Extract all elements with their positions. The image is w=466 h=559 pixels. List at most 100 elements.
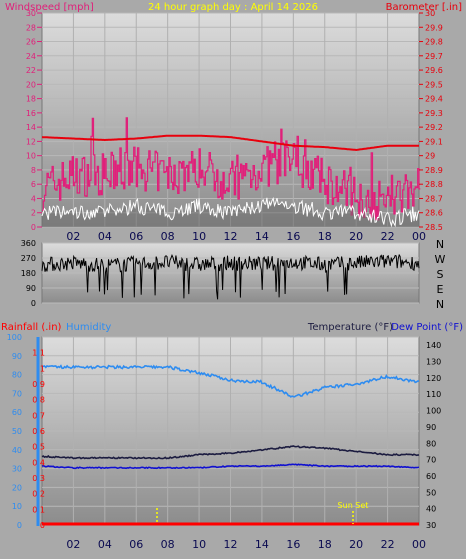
direction-axis-ticks: 360 270 180 90 0 xyxy=(21,239,36,308)
barometer-tick-label: 28.9 xyxy=(425,166,443,175)
temperature-x-tick-label: 10 xyxy=(192,538,206,551)
temperature-x-tick-label: 02 xyxy=(66,538,80,551)
series-wind-direction xyxy=(41,253,420,300)
windspeed-tick-label: 14 xyxy=(26,123,36,132)
wind-x-tick-label: 22 xyxy=(381,230,395,243)
direction-tick-label: 0 xyxy=(31,299,36,308)
barometer-tick-label: 29.8 xyxy=(425,38,443,47)
barometer-axis-title: Barometer [.in] xyxy=(386,2,462,13)
windspeed-tick-label: 16 xyxy=(26,109,36,118)
barometer-tick-label: 29 xyxy=(425,152,435,161)
temperature-x-tick-label: 16 xyxy=(286,538,300,551)
direction-gridlines xyxy=(42,242,419,304)
wind-x-tick-label: 12 xyxy=(224,230,238,243)
windspeed-tick-label: 18 xyxy=(26,95,36,104)
windspeed-tick-label: 24 xyxy=(26,52,36,61)
windspeed-tick-label: 30 xyxy=(26,9,36,18)
compass-label: W xyxy=(435,253,446,266)
wind-x-tick-label: 20 xyxy=(349,230,363,243)
windspeed-tick-label: 4 xyxy=(31,194,36,203)
rainfall-tick-label: 0 xyxy=(40,521,45,530)
barometer-tick-label: 29.9 xyxy=(425,23,443,32)
series-gust xyxy=(42,117,421,221)
temperature-x-tick-label: 12 xyxy=(224,538,238,551)
humidity-tick-label: 0 xyxy=(17,521,22,530)
chart-title: 24 hour graph day : April 14 2026 xyxy=(148,2,318,13)
humidity-tick-label: 60 xyxy=(12,408,22,417)
temperature-series xyxy=(41,364,420,526)
humidity-tick-label: 50 xyxy=(12,427,22,436)
temperature-x-tick-label: 08 xyxy=(161,538,175,551)
temperature-axis-title: Temperature (°F) xyxy=(307,322,393,333)
direction-tick-label: 180 xyxy=(21,269,36,278)
temperature-x-axis-ticks: 02 04 06 08 10 12 14 16 18 20 22 00 xyxy=(66,538,426,551)
windspeed-axis-title: Windspeed [mph] xyxy=(5,2,94,13)
wind-x-tick-label: 08 xyxy=(161,230,175,243)
barometer-tick-label: 28.5 xyxy=(425,223,443,232)
temperature-tick-label: 90 xyxy=(426,423,436,432)
wind-x-tick-label: 06 xyxy=(129,230,143,243)
series-windspeed xyxy=(41,197,420,228)
wind-series xyxy=(41,117,421,228)
windspeed-tick-label: 28 xyxy=(26,23,36,32)
barometer-tick-label: 29.1 xyxy=(425,137,443,146)
humidity-tick-label: 80 xyxy=(12,371,22,380)
wind-x-tick-label: 02 xyxy=(66,230,80,243)
wind-x-axis-ticks: 02 04 06 08 10 12 14 16 18 20 22 00 xyxy=(66,230,426,243)
barometer-tick-label: 28.7 xyxy=(425,194,443,203)
wind-gridlines xyxy=(42,12,419,228)
temperature-tick-label: 60 xyxy=(426,472,436,481)
barometer-tick-label: 29.2 xyxy=(425,123,443,132)
barometer-tick-label: 29.3 xyxy=(425,109,443,118)
series-humidity xyxy=(41,364,419,398)
direction-tick-label: 270 xyxy=(21,254,36,263)
series-temperature xyxy=(41,445,420,460)
temperature-tick-label: 120 xyxy=(426,374,441,383)
windspeed-tick-label: 22 xyxy=(26,66,36,75)
compass-label: S xyxy=(437,268,444,281)
temperature-x-tick-label: 20 xyxy=(349,538,363,551)
compass-label: E xyxy=(437,283,444,296)
temperature-tick-label: 140 xyxy=(426,341,441,350)
humidity-tick-label: 30 xyxy=(12,465,22,474)
temperature-x-tick-label: 04 xyxy=(98,538,112,551)
compass-label: N xyxy=(436,298,444,311)
compass-label: N xyxy=(436,238,444,251)
windspeed-tick-label: 26 xyxy=(26,38,36,47)
windspeed-tick-label: 8 xyxy=(31,166,36,175)
dewpoint-axis-title: Dew Point (°F) xyxy=(391,322,463,333)
temperature-x-tick-label: 00 xyxy=(412,538,426,551)
temperature-axis-ticks: 30 40 50 60 70 80 90 100 110 120 130 140 xyxy=(426,341,441,530)
temperature-x-tick-label: 06 xyxy=(129,538,143,551)
temperature-tick-label: 70 xyxy=(426,456,436,465)
direction-tick-label: 90 xyxy=(26,284,36,293)
wind-x-tick-label: 10 xyxy=(192,230,206,243)
humidity-axis-ticks: 0 10 20 30 40 50 60 70 80 90 100 xyxy=(7,333,22,530)
temperature-x-tick-label: 18 xyxy=(318,538,332,551)
barometer-tick-label: 30 xyxy=(425,9,435,18)
windspeed-tick-label: 0 xyxy=(31,223,36,232)
wind-x-tick-label: 18 xyxy=(318,230,332,243)
temperature-x-tick-label: 22 xyxy=(381,538,395,551)
temperature-x-tick-label: 14 xyxy=(255,538,269,551)
wind-x-tick-label: 04 xyxy=(98,230,112,243)
temperature-tick-label: 30 xyxy=(426,521,436,530)
temperature-tick-label: 110 xyxy=(426,390,441,399)
humidity-tick-label: 10 xyxy=(12,502,22,511)
wind-x-tick-label: 00 xyxy=(412,230,426,243)
windspeed-tick-label: 2 xyxy=(31,209,36,218)
barometer-tick-label: 28.6 xyxy=(425,209,443,218)
barometer-tick-label: 29.6 xyxy=(425,66,443,75)
windspeed-tick-label: 20 xyxy=(26,80,36,89)
direction-tick-label: 360 xyxy=(21,239,36,248)
barometer-tick-label: 29.4 xyxy=(425,95,443,104)
windspeed-tick-label: 10 xyxy=(26,152,36,161)
wind-average-area xyxy=(42,197,419,227)
temperature-tick-label: 80 xyxy=(426,439,436,448)
direction-series xyxy=(41,253,420,300)
humidity-tick-label: 70 xyxy=(12,389,22,398)
